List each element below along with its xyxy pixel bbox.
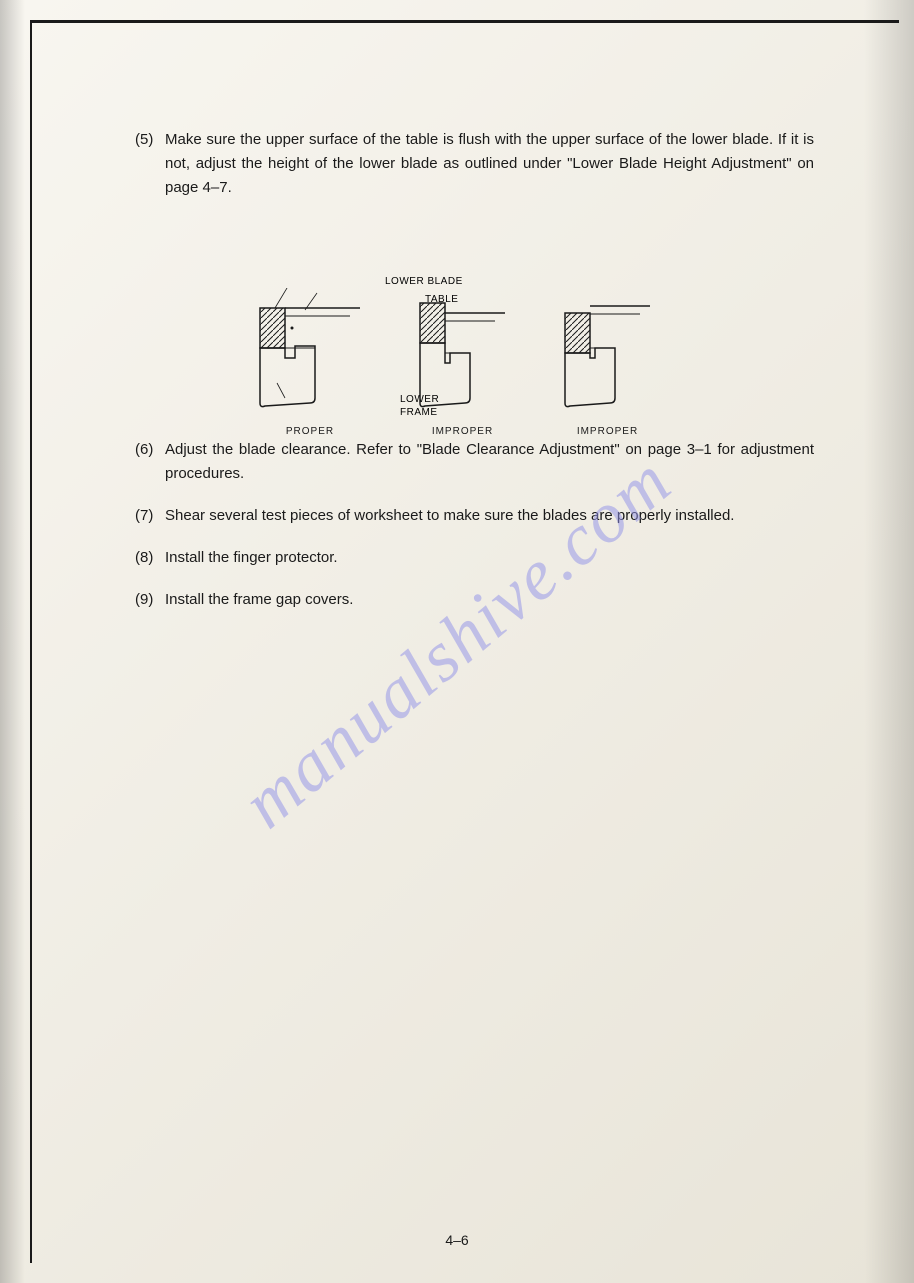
page-content: (5) Make sure the upper surface of the t… — [135, 128, 814, 630]
item-number: (7) — [135, 504, 165, 528]
diagram-improper-1: IMPROPER — [415, 288, 510, 437]
label-lower-blade: LOWER BLADE — [385, 276, 463, 287]
item-number: (6) — [135, 438, 165, 486]
item-text: Shear several test pieces of worksheet t… — [165, 504, 814, 528]
diagram-area: LOWER BLADE TABLE LOWER FRAME — [135, 218, 814, 438]
item-text: Install the finger protector. — [165, 546, 814, 570]
page-left-shadow — [0, 0, 25, 1283]
diagram-improper-2: IMPROPER — [560, 288, 655, 437]
instruction-item-6: (6) Adjust the blade clearance. Refer to… — [135, 438, 814, 486]
item-text: Adjust the blade clearance. Refer to "Bl… — [165, 438, 814, 486]
item-text: Install the frame gap covers. — [165, 588, 814, 612]
item-number: (5) — [135, 128, 165, 200]
instruction-item-9: (9) Install the frame gap covers. — [135, 588, 814, 612]
item-number: (8) — [135, 546, 165, 570]
caption-proper: PROPER — [286, 426, 334, 437]
caption-improper-1: IMPROPER — [432, 426, 493, 437]
instruction-item-7: (7) Shear several test pieces of workshe… — [135, 504, 814, 528]
instruction-item-5: (5) Make sure the upper surface of the t… — [135, 128, 814, 200]
diagram-proper: PROPER — [255, 288, 365, 437]
instruction-item-8: (8) Install the finger protector. — [135, 546, 814, 570]
caption-improper-2: IMPROPER — [577, 426, 638, 437]
page-number: 4–6 — [445, 1232, 468, 1248]
item-text: Make sure the upper surface of the table… — [165, 128, 814, 200]
item-number: (9) — [135, 588, 165, 612]
